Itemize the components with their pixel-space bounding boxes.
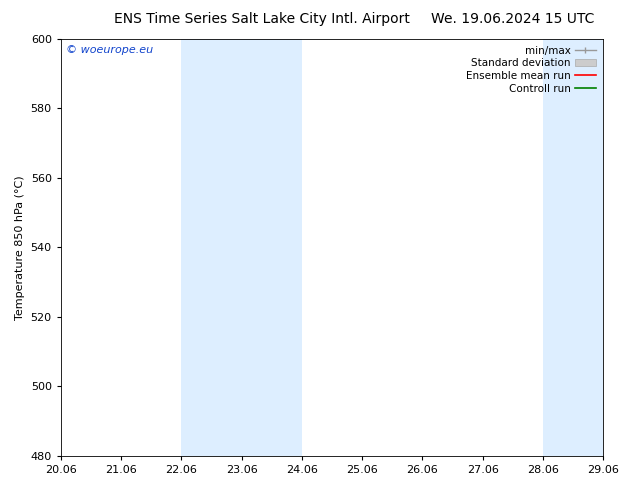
Text: ENS Time Series Salt Lake City Intl. Airport: ENS Time Series Salt Lake City Intl. Air…	[114, 12, 410, 26]
Y-axis label: Temperature 850 hPa (°C): Temperature 850 hPa (°C)	[15, 175, 25, 319]
Bar	[181, 39, 242, 456]
Text: © woeurope.eu: © woeurope.eu	[67, 45, 153, 55]
Legend: min/max, Standard deviation, Ensemble mean run, Controll run: min/max, Standard deviation, Ensemble me…	[464, 44, 598, 96]
Bar	[242, 39, 302, 456]
Bar	[603, 39, 633, 456]
Text: We. 19.06.2024 15 UTC: We. 19.06.2024 15 UTC	[431, 12, 595, 26]
Bar	[543, 39, 603, 456]
